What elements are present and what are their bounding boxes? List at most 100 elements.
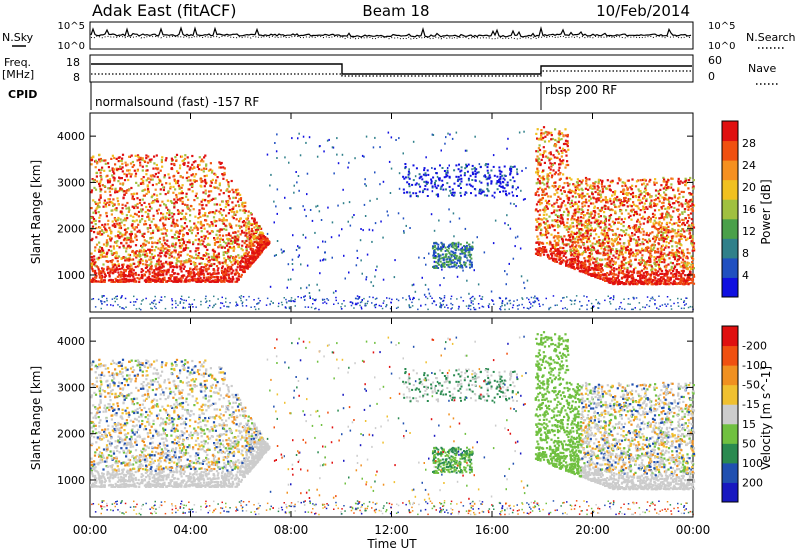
range-gate-cell <box>190 232 193 235</box>
range-gate-cell <box>635 195 638 199</box>
range-gate-cell <box>91 262 95 265</box>
range-gate-cell <box>628 249 631 252</box>
range-gate-cell <box>665 270 668 273</box>
range-gate-cell <box>141 158 144 161</box>
range-gate-cell <box>247 210 250 213</box>
range-gate-cell <box>204 182 207 185</box>
range-gate-cell <box>197 278 200 281</box>
range-gate-cell <box>220 161 223 165</box>
range-gate-cell <box>662 277 665 280</box>
range-gate-cell <box>148 251 152 254</box>
range-gate-cell <box>642 208 645 211</box>
range-gate-cell <box>95 276 98 279</box>
range-gate-cell <box>177 260 180 263</box>
range-gate-cell <box>128 270 131 273</box>
range-gate-cell <box>650 249 653 252</box>
range-gate-cell <box>535 225 538 228</box>
range-gate-cell <box>639 251 642 254</box>
range-gate-cell <box>258 242 261 245</box>
range-gate-cell <box>659 272 662 275</box>
range-gate-cell <box>678 196 681 199</box>
range-gate-cell <box>546 220 549 223</box>
range-gate-cell <box>567 201 570 204</box>
range-gate-cell <box>562 246 565 250</box>
range-gate-cell <box>601 269 604 272</box>
range-gate-cell <box>240 247 243 250</box>
range-gate-cell <box>136 277 139 280</box>
range-gate-cell <box>546 254 549 257</box>
range-gate-cell <box>608 184 611 187</box>
range-gate-cell <box>574 208 577 211</box>
range-gate-cell <box>667 185 670 189</box>
range-gate-cell <box>222 166 225 169</box>
range-gate-cell <box>620 245 623 248</box>
range-gate-cell <box>204 265 207 268</box>
range-gate-cell <box>594 242 597 246</box>
range-gate-cell <box>223 173 226 176</box>
range-gate-cell <box>692 242 696 245</box>
range-gate-cell <box>653 209 657 212</box>
range-gate-cell <box>180 250 183 254</box>
range-gate-cell <box>111 272 114 275</box>
range-gate-cell <box>198 203 201 206</box>
range-gate-cell <box>613 273 616 276</box>
range-gate-cell <box>93 255 96 258</box>
range-gate-cell <box>583 246 586 249</box>
range-gate-cell <box>660 236 663 240</box>
range-gate-cell <box>628 256 631 259</box>
range-gate-cell <box>561 147 565 150</box>
range-gate-cell <box>205 263 209 266</box>
range-gate-cell <box>541 190 544 194</box>
range-gate-cell <box>137 223 140 226</box>
range-gate-cell <box>249 261 252 264</box>
range-gate-cell <box>560 138 563 141</box>
range-gate-cell <box>547 199 551 203</box>
range-gate-cell <box>540 228 543 231</box>
range-gate-cell <box>582 250 585 253</box>
range-gate-cell <box>543 161 546 164</box>
range-gate-cell <box>560 205 563 208</box>
range-gate-cell <box>596 185 599 188</box>
range-gate-cell <box>131 278 134 281</box>
range-gate-cell <box>683 278 686 281</box>
range-gate-cell <box>634 282 637 285</box>
range-gate-cell <box>654 264 657 267</box>
range-gate-cell <box>225 214 228 217</box>
range-gate-cell <box>601 206 604 209</box>
range-gate-cell <box>665 264 668 267</box>
range-gate-cell <box>186 253 189 256</box>
range-gate-cell <box>542 126 546 129</box>
range-gate-cell <box>621 249 624 252</box>
range-gate-cell <box>234 188 237 192</box>
range-gate-cell <box>554 258 557 261</box>
range-gate-cell <box>97 248 100 251</box>
range-gate-cell <box>654 251 657 254</box>
range-gate-cell <box>646 278 649 281</box>
range-gate-cell <box>536 235 539 238</box>
range-gate-cell <box>599 276 602 279</box>
range-gate-cell <box>113 177 116 180</box>
range-gate-cell <box>597 235 600 239</box>
range-gate-cell <box>122 246 126 249</box>
range-gate-cell <box>163 203 166 206</box>
range-gate-cell <box>606 201 609 204</box>
range-gate-cell <box>566 213 570 216</box>
range-gate-cell <box>193 227 196 230</box>
range-gate-cell <box>109 245 112 248</box>
range-gate-cell <box>182 235 185 238</box>
range-gate-cell <box>198 280 201 283</box>
station-title: Adak East (fitACF) <box>92 1 236 20</box>
range-gate-cell <box>124 259 127 262</box>
range-gate-cell <box>145 252 148 255</box>
range-gate-cell <box>239 268 242 271</box>
range-gate-cell <box>612 199 615 202</box>
range-gate-cell <box>180 280 183 283</box>
range-gate-cell <box>193 275 196 278</box>
range-gate-cell <box>151 245 154 248</box>
range-gate-cell <box>565 177 568 180</box>
range-gate-cell <box>104 203 107 206</box>
range-gate-cell <box>229 239 233 242</box>
range-gate-cell <box>90 159 94 162</box>
range-gate-cell <box>550 138 553 141</box>
range-gate-cell <box>139 161 142 164</box>
